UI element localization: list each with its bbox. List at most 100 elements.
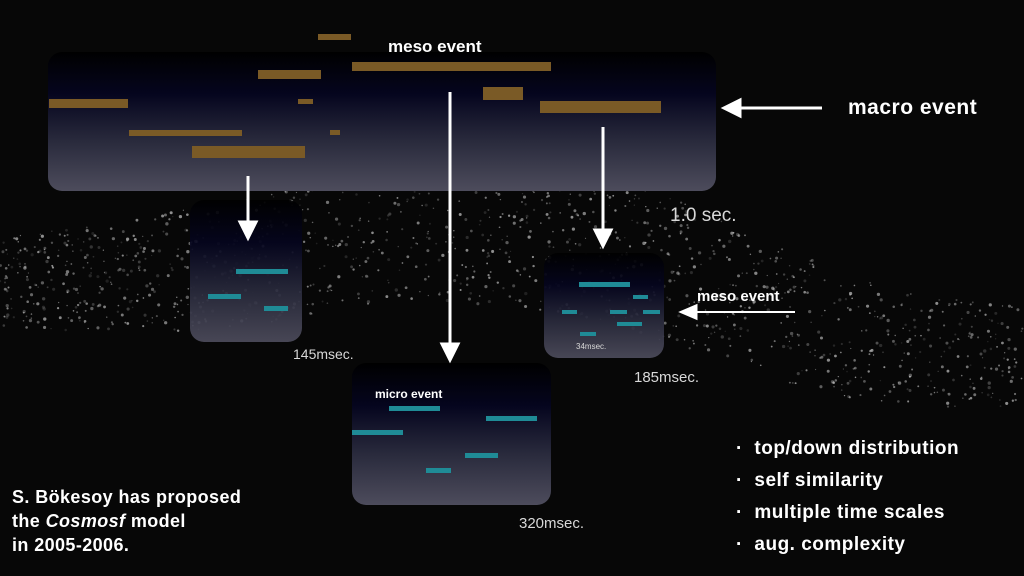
particle: [138, 242, 141, 245]
particle: [806, 343, 810, 347]
particle: [853, 284, 856, 287]
particle: [969, 378, 971, 380]
particle: [574, 242, 577, 245]
particle: [358, 219, 361, 222]
particle: [104, 271, 108, 275]
particle: [172, 305, 176, 309]
particle: [360, 246, 362, 249]
particle: [28, 319, 33, 323]
particle: [883, 366, 886, 369]
particle: [660, 248, 663, 252]
micro-event-bar: [465, 453, 498, 458]
particle: [766, 308, 770, 312]
particle: [876, 316, 879, 318]
particle: [410, 297, 413, 300]
particle: [82, 266, 85, 269]
micro-event-bar: [562, 310, 577, 314]
particle: [6, 313, 10, 317]
particle: [108, 276, 111, 279]
particle: [173, 302, 177, 306]
particle: [132, 234, 135, 238]
particle: [37, 286, 40, 288]
meso-event-label-right: meso event: [697, 288, 780, 305]
particle: [726, 316, 729, 318]
particle: [1013, 365, 1017, 368]
particle: [307, 249, 310, 253]
particle: [989, 347, 993, 351]
particle: [739, 326, 743, 331]
particle: [948, 304, 950, 307]
particle: [151, 322, 153, 324]
particle: [962, 397, 964, 399]
micro-event-bar: [579, 282, 630, 287]
particle: [753, 268, 755, 271]
particle: [928, 322, 930, 325]
particle: [744, 234, 746, 237]
particle: [666, 296, 669, 299]
particle: [184, 228, 188, 232]
particle: [302, 209, 304, 211]
particle: [568, 237, 571, 241]
particle: [483, 211, 487, 214]
particle: [85, 302, 88, 305]
particle: [642, 241, 646, 246]
particle: [750, 358, 754, 362]
particle: [355, 193, 358, 196]
particle: [396, 202, 401, 207]
particle: [173, 328, 176, 331]
particle: [337, 275, 341, 279]
particle: [718, 238, 721, 242]
micro-event-bar: [264, 306, 288, 311]
particle: [715, 293, 719, 297]
particle: [547, 240, 551, 244]
meso-event-box-right: [544, 253, 664, 358]
particle: [399, 210, 402, 213]
particle: [118, 267, 122, 271]
particle: [693, 307, 695, 309]
particle: [508, 260, 512, 264]
particle: [46, 256, 50, 259]
bullet-item: · self similarity: [736, 470, 884, 491]
particle: [63, 241, 67, 245]
particle: [458, 200, 461, 202]
particle: [746, 244, 750, 248]
particle: [2, 241, 5, 244]
particle: [886, 329, 890, 333]
particle: [813, 264, 815, 267]
particle: [810, 258, 814, 262]
particle: [520, 200, 524, 204]
particle: [860, 330, 863, 332]
particle: [941, 310, 944, 313]
particle: [125, 237, 130, 241]
micro-event-bar: [617, 322, 642, 326]
particle: [789, 346, 792, 350]
particle: [717, 287, 720, 290]
particle: [935, 301, 939, 305]
particle: [17, 271, 19, 274]
particle: [85, 229, 89, 233]
particle: [741, 272, 743, 274]
particle: [695, 324, 699, 327]
particle: [679, 230, 683, 234]
particle: [484, 284, 488, 289]
particle: [969, 396, 973, 400]
particle: [424, 203, 428, 207]
particle: [372, 251, 375, 253]
macro-event-bar: [318, 34, 351, 40]
particle: [70, 319, 74, 322]
particle: [19, 265, 21, 268]
particle: [174, 316, 176, 319]
particle: [1, 250, 5, 254]
particle: [397, 293, 401, 297]
particle: [182, 209, 185, 211]
particle: [25, 326, 28, 329]
particle: [913, 325, 917, 329]
particle: [447, 250, 451, 254]
particle: [387, 214, 390, 217]
particle: [134, 254, 138, 258]
particle: [117, 304, 120, 307]
particle: [946, 405, 950, 408]
particle: [547, 216, 551, 220]
particle: [729, 283, 732, 286]
particle: [930, 308, 934, 312]
